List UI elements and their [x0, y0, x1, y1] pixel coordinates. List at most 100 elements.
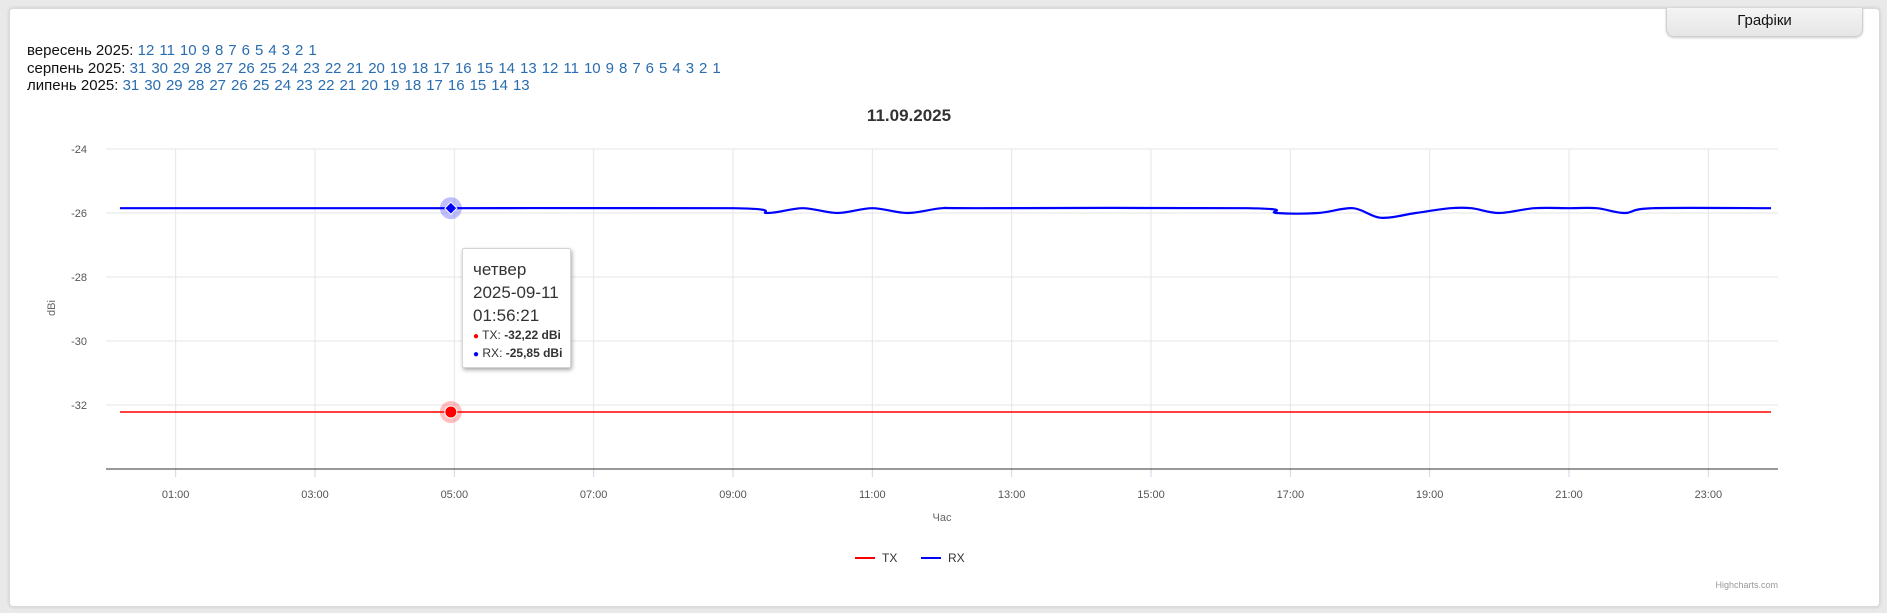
day-link[interactable]: 22 — [324, 59, 342, 77]
x-tick-label: 01:00 — [162, 489, 190, 501]
y-tick-label: -26 — [71, 208, 87, 220]
tooltip-row-rx: ● RX: -25,85 dBi — [473, 346, 563, 360]
day-link[interactable]: 31 — [129, 59, 147, 77]
y-tick-label: -30 — [71, 336, 87, 348]
credits-link[interactable]: Highcharts.com — [1715, 580, 1778, 590]
day-link[interactable]: 16 — [454, 59, 472, 77]
x-tick-label: 17:00 — [1277, 489, 1305, 501]
legend-label-rx[interactable]: RX — [948, 551, 965, 565]
day-link[interactable]: 1 — [308, 42, 317, 59]
day-link[interactable]: 8 — [618, 59, 628, 77]
day-link[interactable]: 29 — [173, 59, 190, 77]
x-tick-label: 07:00 — [580, 489, 608, 501]
series-group — [119, 206, 1772, 413]
day-link[interactable]: 30 — [144, 77, 161, 94]
day-link[interactable]: 5 — [659, 59, 668, 77]
day-link[interactable]: 19 — [382, 77, 400, 94]
day-link[interactable]: 19 — [389, 59, 407, 77]
day-link[interactable]: 24 — [274, 77, 292, 94]
tooltip-day: четвер — [473, 260, 527, 279]
day-link[interactable]: 11 — [563, 59, 579, 77]
day-link[interactable]: 29 — [165, 77, 183, 94]
day-link[interactable]: 16 — [447, 77, 465, 94]
day-link[interactable]: 18 — [404, 77, 422, 94]
date-row-september: вересень 2025: 12 11 10 9 8 7 6 5 4 3 2 1 — [27, 42, 726, 60]
day-link[interactable]: 4 — [268, 42, 277, 59]
x-tick-label: 03:00 — [301, 489, 329, 501]
day-link[interactable]: 25 — [259, 59, 277, 77]
series-line-rx — [119, 206, 1772, 219]
day-link[interactable]: 20 — [368, 59, 385, 77]
day-link[interactable]: 14 — [498, 59, 515, 77]
tooltip-series-name: RX — [482, 346, 500, 360]
day-link[interactable]: 7 — [228, 42, 237, 59]
x-tick-label: 21:00 — [1555, 489, 1583, 501]
day-link[interactable]: 8 — [214, 42, 224, 59]
day-link[interactable]: 10 — [179, 42, 197, 59]
x-tick-label: 13:00 — [998, 489, 1026, 501]
day-link[interactable]: 10 — [583, 59, 601, 77]
day-link[interactable]: 27 — [216, 59, 234, 77]
day-link[interactable]: 4 — [672, 59, 681, 77]
graphs-tab-button[interactable]: Графіки — [1666, 8, 1863, 37]
day-link[interactable]: 15 — [469, 77, 487, 94]
day-link[interactable]: 6 — [241, 42, 250, 59]
day-link[interactable]: 12 — [541, 59, 559, 77]
day-link[interactable]: 11 — [159, 42, 175, 59]
day-link[interactable]: 6 — [645, 59, 655, 77]
day-link[interactable]: 24 — [281, 59, 299, 77]
hover-point-rx — [444, 201, 458, 215]
x-tick-label: 05:00 — [441, 489, 469, 501]
legend-label-tx[interactable]: TX — [882, 551, 897, 565]
day-link[interactable]: 5 — [254, 42, 264, 59]
day-link[interactable]: 1 — [712, 59, 721, 77]
day-link[interactable]: 22 — [317, 77, 335, 94]
day-link[interactable]: 21 — [339, 77, 357, 94]
day-link[interactable]: 9 — [201, 42, 210, 59]
y-tick-label: -32 — [71, 400, 87, 412]
day-link[interactable]: 18 — [411, 59, 429, 77]
day-link[interactable]: 12 — [137, 42, 155, 59]
page-frame — [9, 8, 1880, 607]
x-tick-label: 23:00 — [1695, 489, 1723, 501]
day-link[interactable]: 2 — [295, 42, 304, 59]
tooltip-time: 01:56:21 — [473, 306, 540, 325]
day-link[interactable]: 17 — [426, 77, 443, 94]
day-link[interactable]: 3 — [281, 42, 291, 59]
day-link[interactable]: 2 — [699, 59, 708, 77]
day-link[interactable]: 31 — [122, 77, 140, 94]
x-axis-ticks: 01:00 03:00 05:00 07:00 09:00 11:00 13:00 15:00… — [162, 469, 1722, 501]
hover-markers — [439, 197, 462, 424]
day-link[interactable]: 14 — [491, 77, 508, 94]
day-link[interactable]: 13 — [520, 59, 537, 77]
legend[interactable]: TX RX — [855, 551, 965, 565]
day-link[interactable]: 23 — [296, 77, 313, 94]
day-link[interactable]: 25 — [252, 77, 270, 94]
day-link[interactable]: 15 — [476, 59, 494, 77]
month-label: липень 2025: — [27, 77, 119, 94]
series-dot-icon: ● — [473, 349, 480, 360]
day-link[interactable]: 23 — [303, 59, 320, 77]
day-link[interactable]: 30 — [151, 59, 168, 77]
day-link[interactable]: 21 — [346, 59, 364, 77]
series-dot-icon: ● — [473, 331, 480, 342]
day-link[interactable]: 28 — [187, 77, 205, 94]
x-tick-label: 09:00 — [719, 489, 747, 501]
day-link[interactable]: 3 — [685, 59, 695, 77]
day-link[interactable]: 26 — [231, 77, 248, 94]
tooltip-series-name: TX — [482, 328, 498, 342]
grid-lines — [106, 148, 1778, 469]
day-link[interactable]: 27 — [209, 77, 227, 94]
day-link[interactable]: 17 — [433, 59, 450, 77]
day-link[interactable]: 7 — [632, 59, 641, 77]
date-row-july: липень 2025: 31 30 29 28 27 26 25 24 23 22 21 20 19 1… — [27, 77, 726, 95]
day-link[interactable]: 13 — [512, 77, 530, 94]
day-link[interactable]: 20 — [361, 77, 378, 94]
tooltip-series-value: -25,85 dBi — [505, 346, 563, 360]
day-link[interactable]: 28 — [194, 59, 212, 77]
y-tick-label: -28 — [71, 272, 87, 284]
day-link[interactable]: 26 — [238, 59, 255, 77]
tooltip-series-value: -32,22 dBi — [504, 328, 561, 342]
day-link[interactable]: 9 — [605, 59, 614, 77]
